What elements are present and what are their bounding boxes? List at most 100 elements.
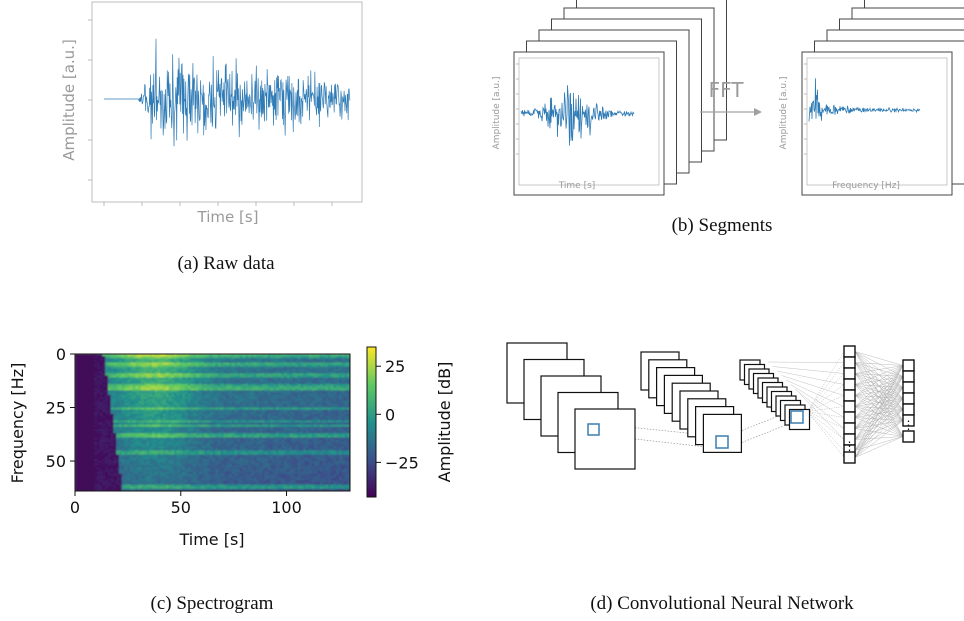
spectrogram-cell	[94, 409, 98, 413]
spectrogram-cell	[264, 401, 269, 404]
spectrogram-cell	[149, 405, 153, 409]
spectrogram-cell	[259, 473, 263, 477]
spectrogram-cell	[201, 471, 205, 475]
spectrogram-cell	[130, 424, 134, 428]
spectrogram-cell	[80, 467, 84, 471]
spectrogram-cell	[259, 486, 263, 490]
spectrogram-cell	[168, 439, 172, 443]
spectrogram-cell	[146, 482, 150, 486]
spectrogram-cell	[270, 383, 274, 387]
spectrogram-cell	[240, 471, 244, 475]
spectrogram-cell	[229, 377, 233, 381]
spectrogram-cell	[204, 368, 208, 372]
spectrogram-cell	[207, 433, 211, 436]
spectrogram-cell	[281, 390, 285, 394]
spectrogram-cell	[229, 482, 233, 486]
spectrogram-cell	[143, 371, 148, 374]
spectrogram-cell	[231, 471, 236, 475]
spectrogram-cell	[86, 420, 90, 424]
spectrogram-cell	[138, 368, 142, 372]
spectrogram-cell	[83, 392, 87, 396]
spectrogram-cell	[187, 394, 192, 398]
spectrogram-cell	[130, 358, 134, 362]
spectrogram-cell	[182, 418, 186, 421]
spectrogram-cell	[168, 482, 172, 486]
spectrogram-cell	[209, 354, 214, 357]
spectrogram-cell	[113, 435, 117, 439]
spectrogram-cell	[182, 467, 186, 471]
spectrogram-cell	[91, 435, 95, 439]
spectrogram-cell	[157, 478, 161, 481]
spectrogram-cell	[256, 381, 260, 385]
spectrogram-cell	[234, 437, 238, 441]
spectrogram-cell	[97, 433, 101, 436]
spectrogram-cell	[253, 461, 258, 464]
spectrogram-cell	[204, 469, 208, 473]
spectrogram-cell	[267, 371, 271, 374]
spectrogram-cell	[240, 394, 244, 398]
spectrogram-cell	[171, 465, 175, 469]
spectrogram-cell	[198, 452, 203, 456]
spectrogram-cell	[110, 413, 115, 417]
spectrogram-cell	[231, 450, 236, 454]
spectrogram-cell	[240, 364, 244, 368]
spectrogram-cell	[251, 480, 255, 484]
spectrogram-cell	[281, 356, 285, 359]
spectrogram-cell	[201, 443, 205, 447]
spectrogram-cell	[160, 418, 164, 421]
spectrogram-cell	[91, 373, 95, 377]
spectrogram-cell	[237, 452, 241, 456]
spectrogram-cell	[86, 354, 90, 357]
spectrogram-cell	[141, 375, 145, 379]
spectrogram-cell	[212, 416, 216, 419]
spectrogram-cell	[256, 422, 260, 426]
spectrogram-cell	[209, 422, 214, 426]
spectrogram-cell	[97, 458, 101, 462]
spectrogram-cell	[275, 362, 280, 366]
spectrogram-cell	[110, 362, 115, 366]
spectrogram-cell	[91, 390, 95, 394]
spectrogram-cell	[215, 394, 219, 398]
spectrogram-cell	[273, 420, 277, 424]
spectrogram-cell	[209, 424, 214, 428]
spectrogram-cell	[152, 420, 156, 424]
spectrogram-cell	[176, 364, 181, 368]
spectrogram-cell	[209, 398, 214, 402]
spectrogram-cell	[185, 454, 189, 458]
spectrogram-cell	[168, 467, 172, 471]
spectrogram-cell	[163, 480, 167, 484]
spectrogram-cell	[102, 366, 106, 370]
spectrogram-cell	[83, 473, 87, 477]
spectrogram-cell	[275, 394, 280, 398]
spectrogram-cell	[165, 480, 170, 484]
spectrogram-cell	[77, 486, 82, 490]
spectrogram-cell	[273, 439, 277, 443]
spectrogram-cell	[251, 456, 255, 460]
spectrogram-cell	[154, 446, 159, 449]
spectrogram-cell	[91, 433, 95, 436]
spectrogram-cell	[215, 456, 219, 460]
spectrogram-cell	[146, 454, 150, 458]
spectrogram-cell	[168, 426, 172, 430]
spectrogram-cell	[251, 388, 255, 391]
spectrogram-cell	[229, 356, 233, 359]
spectrogram-cell	[251, 411, 255, 415]
spectrogram-cell	[284, 375, 288, 379]
spectrogram-cell	[168, 388, 172, 391]
spectrogram-cell	[275, 422, 280, 426]
spectrogram-cell	[215, 458, 219, 462]
spectrogram-cell	[196, 371, 200, 374]
spectrogram-cell	[201, 373, 205, 377]
spectrogram-cell	[94, 443, 98, 447]
spectrogram-cell	[190, 407, 194, 411]
spectrogram-cell	[273, 448, 277, 451]
spectrogram-cell	[259, 375, 263, 379]
spectrogram-cell	[267, 426, 271, 430]
spectrogram-cell	[141, 368, 145, 372]
spectrogram-cell	[209, 439, 214, 443]
spectrogram-cell	[187, 420, 192, 424]
spectrogram-cell	[138, 362, 142, 366]
spectrogram-cell	[160, 461, 164, 464]
spectrogram-cell	[116, 354, 120, 357]
spectrogram-cell	[160, 435, 164, 439]
